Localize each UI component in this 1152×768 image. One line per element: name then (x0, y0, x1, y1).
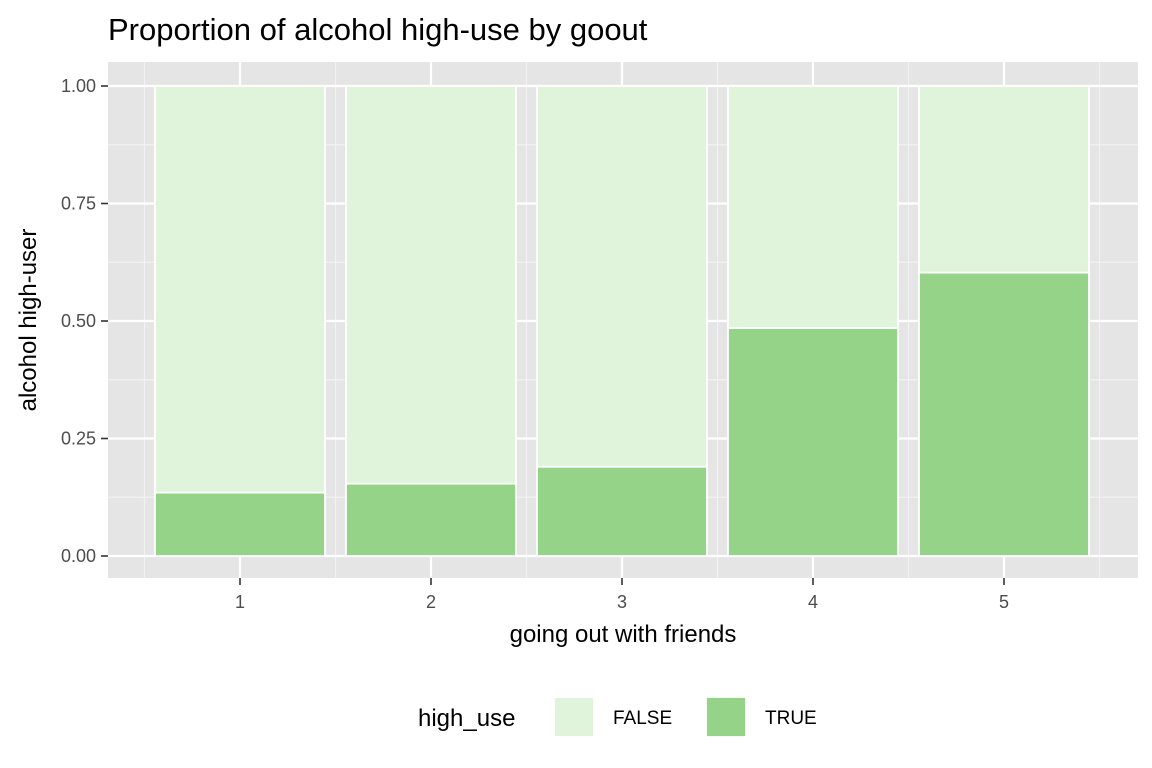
x-axis: 1 2 3 4 5 (235, 578, 1009, 612)
legend-key-true (705, 696, 747, 738)
bar-false-2 (345, 85, 517, 485)
bar-true-3 (536, 465, 708, 557)
bar-true-1 (154, 491, 326, 557)
bar-false-1 (154, 85, 326, 494)
bar-true-4 (727, 327, 899, 557)
bars (154, 85, 1090, 557)
bar-true-5 (918, 271, 1090, 557)
x-tick-label: 2 (426, 592, 436, 612)
legend-label-false: FALSE (613, 708, 672, 729)
legend-label-true: TRUE (765, 708, 817, 729)
y-axis: 0.00 0.25 0.50 0.75 1.00 (61, 76, 108, 566)
x-axis-title: going out with friends (510, 621, 737, 648)
x-tick-label: 1 (235, 592, 245, 612)
bar-false-3 (536, 85, 708, 468)
chart-title: Proportion of alcohol high-use by goout (108, 12, 648, 47)
bar-false-4 (727, 85, 899, 329)
bar-true-2 (345, 482, 517, 557)
y-tick-label: 1.00 (61, 76, 96, 96)
legend-title: high_use (418, 705, 515, 732)
x-tick-label: 3 (617, 592, 627, 612)
y-tick-label: 0.75 (61, 194, 96, 214)
y-tick-label: 0.50 (61, 311, 96, 331)
legend-key-false (553, 696, 595, 738)
legend-items: FALSE TRUE (553, 696, 817, 738)
legend: high_use FALSE TRUE (418, 696, 817, 738)
x-tick-label: 4 (808, 592, 818, 612)
bar-false-5 (918, 85, 1090, 274)
y-tick-label: 0.00 (61, 546, 96, 566)
x-tick-label: 5 (999, 592, 1009, 612)
y-axis-title: alcohol high-user (15, 229, 42, 412)
y-tick-label: 0.25 (61, 429, 96, 449)
